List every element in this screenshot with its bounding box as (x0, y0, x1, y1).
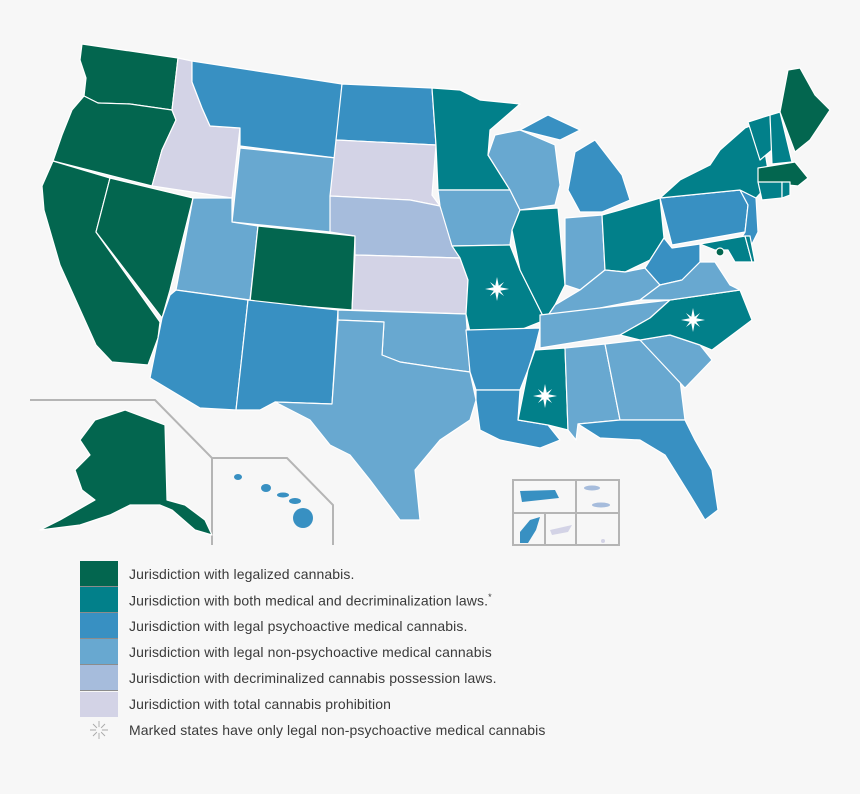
state-florida[interactable] (577, 419, 719, 521)
district-of-columbia[interactable] (715, 247, 725, 257)
state-new-mexico[interactable] (235, 299, 339, 411)
legend: Jurisdiction with legalized cannabis. Ju… (80, 561, 545, 743)
state-alaska[interactable] (39, 409, 213, 536)
legend-label: Jurisdiction with decriminalized cannabi… (129, 670, 497, 686)
state-nevada[interactable] (95, 177, 194, 319)
state-iowa[interactable] (437, 189, 521, 247)
legend-item-marked-states: Marked states have only legal non-psycho… (80, 717, 545, 743)
state-south-dakota[interactable] (329, 139, 441, 207)
state-maryland[interactable] (699, 235, 753, 263)
territory-american-samoa[interactable] (601, 539, 605, 543)
state-massachusetts[interactable] (757, 161, 809, 187)
legend-item-decriminalized-possession: Jurisdiction with decriminalized cannabi… (80, 665, 545, 691)
territory-us-virgin-islands[interactable] (584, 485, 600, 491)
footnote-asterisk: * (488, 591, 492, 602)
state-michigan[interactable] (519, 114, 631, 213)
legend-swatch (80, 665, 118, 691)
state-kentucky[interactable] (544, 267, 661, 321)
state-delaware[interactable] (744, 235, 756, 263)
state-maine[interactable] (779, 67, 831, 153)
legend-item-legalized: Jurisdiction with legalized cannabis. (80, 561, 545, 587)
state-colorado[interactable] (249, 225, 356, 311)
territory-northern-mariana-islands[interactable] (550, 525, 572, 535)
state-rhode-island[interactable] (781, 181, 791, 199)
us-cannabis-map (30, 43, 831, 546)
territory-guam[interactable] (520, 517, 540, 543)
state-north-dakota[interactable] (335, 83, 437, 146)
territory-puerto-rico[interactable] (520, 490, 559, 502)
state-connecticut[interactable] (757, 181, 783, 201)
legend-swatch (80, 561, 118, 587)
legend-label: Jurisdiction with legal psychoactive med… (129, 618, 468, 634)
star-marker-mississippi (533, 384, 557, 408)
state-kansas[interactable] (351, 254, 469, 315)
state-georgia[interactable] (604, 339, 686, 421)
legend-label: Jurisdiction with legalized cannabis. (129, 566, 355, 582)
legend-swatch (80, 691, 118, 717)
territories-inset (512, 479, 620, 546)
legend-label: Jurisdiction with total cannabis prohibi… (129, 696, 391, 712)
state-wyoming[interactable] (231, 147, 337, 233)
legend-label: Marked states have only legal non-psycho… (129, 722, 546, 738)
legend-item-medical-and-decriminalized: Jurisdiction with both medical and decri… (80, 587, 545, 613)
legend-item-prohibition: Jurisdiction with total cannabis prohibi… (80, 691, 545, 717)
state-texas[interactable] (274, 319, 477, 521)
state-arkansas[interactable] (465, 327, 541, 391)
alaska-inset-frame (30, 399, 213, 545)
state-wisconsin[interactable] (487, 129, 561, 211)
state-hawaii[interactable] (234, 474, 313, 528)
territory-us-virgin-islands-2 (592, 502, 610, 508)
legend-label: Jurisdiction with both medical and decri… (129, 591, 492, 609)
hawaii-inset-frame (212, 457, 334, 545)
legend-swatch (80, 587, 118, 613)
legend-item-non-psychoactive-medical: Jurisdiction with legal non-psychoactive… (80, 639, 545, 665)
legend-swatch (80, 639, 118, 665)
star-marker-north-carolina (681, 308, 705, 332)
legend-swatch (80, 613, 118, 639)
state-minnesota[interactable] (431, 87, 521, 191)
state-virginia[interactable] (639, 261, 741, 301)
state-washington[interactable] (79, 43, 179, 111)
star-marker-missouri (485, 277, 509, 301)
state-pennsylvania[interactable] (659, 189, 749, 246)
star-marker-icon (80, 717, 118, 743)
legend-label: Jurisdiction with legal non-psychoactive… (129, 644, 492, 660)
legend-item-psychoactive-medical: Jurisdiction with legal psychoactive med… (80, 613, 545, 639)
